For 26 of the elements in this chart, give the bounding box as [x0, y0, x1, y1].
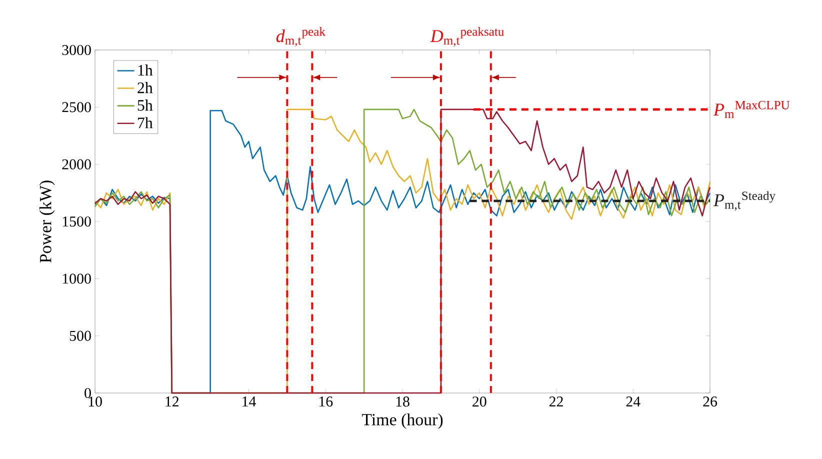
ref-line-label: d$_{m,t}$peak [276, 27, 326, 46]
y-tick-label: 1000 [62, 274, 91, 284]
legend-label: 5h [138, 100, 153, 111]
x-axis-title: Time (hour) [362, 413, 443, 429]
y-tick-label: 2000 [62, 159, 91, 170]
x-tick-label: 24 [626, 396, 640, 406]
legend-label: 7h [138, 117, 153, 128]
x-tick-label: 20 [472, 396, 486, 407]
ref-line-label: D$_{m,t}$peaksatu [430, 27, 504, 46]
x-tick-label: 16 [319, 396, 333, 407]
x-tick-label: 10 [88, 396, 102, 407]
legend-label: 2h [138, 82, 153, 94]
y-axis-title: Power (kW) [39, 180, 55, 263]
series-label: P$_{m}$MaxCLPU [713, 100, 790, 118]
x-tick-label: 22 [549, 396, 563, 406]
x-tick-label: 18 [396, 396, 410, 407]
y-tick-label: 2500 [62, 102, 91, 112]
y-tick-label: 500 [70, 330, 91, 341]
x-tick-label: 12 [166, 396, 179, 406]
y-tick-label: 0 [84, 388, 91, 398]
series-label: P$_{m,t}$Steady [713, 191, 776, 211]
x-tick-label: 26 [703, 396, 718, 407]
y-tick-label: 3000 [62, 44, 91, 56]
legend-label: 1h [138, 64, 153, 76]
x-tick-label: 14 [242, 396, 256, 406]
y-tick-label: 1500 [62, 216, 91, 227]
